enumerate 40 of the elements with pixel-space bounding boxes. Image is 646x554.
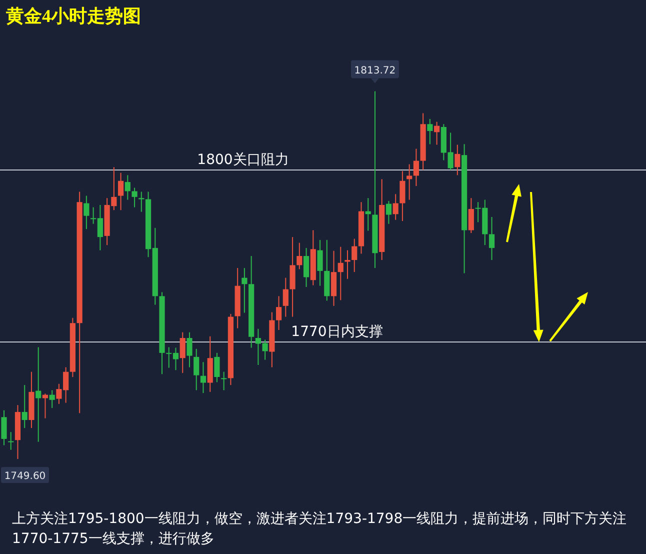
ref-line-label: 1770日内支撑: [291, 324, 383, 340]
candlestick: [276, 296, 282, 330]
candlestick: [338, 246, 344, 301]
ref-line-label: 1800关口阻力: [197, 152, 289, 168]
candlestick: [180, 332, 186, 374]
candlestick: [282, 277, 288, 318]
candlestick: [434, 121, 440, 146]
candlestick: [296, 242, 302, 270]
candlestick: [118, 172, 124, 211]
annotation: 1813.72: [354, 65, 396, 76]
candlestick: [194, 348, 200, 391]
candlestick: [242, 268, 248, 314]
candlestick: [454, 144, 460, 176]
candlestick: [344, 250, 350, 280]
candlestick: [413, 148, 419, 187]
candlestick: [200, 362, 206, 394]
candlestick: [132, 187, 138, 208]
candlestick: [352, 238, 358, 273]
candlestick: [214, 352, 220, 383]
chart-title: 黄金4小时走势图: [6, 5, 141, 28]
text: 1749.60: [4, 471, 46, 482]
candlestick: [468, 198, 474, 234]
candlestick: [317, 239, 323, 286]
candlestick: [186, 332, 192, 368]
candlestick: [124, 174, 130, 200]
candlestick: [488, 216, 495, 261]
candlestick: [84, 195, 90, 230]
candlestick: [427, 118, 433, 145]
candlestick: [8, 432, 14, 450]
candlestick: [221, 371, 227, 391]
candlestick: [1, 410, 7, 446]
text: 上方关注1795-1800一线阻力，做空，激进者关注1793-1798一线阻力，提前进场，同时下方关注1770-1775一线支撑，进行做多: [12, 510, 628, 549]
candlestick: [400, 170, 406, 222]
candlestick: [49, 390, 55, 408]
candlestick: [22, 384, 28, 429]
candlestick: [392, 194, 398, 220]
candlestick: [386, 200, 392, 224]
candlestick: [36, 346, 42, 442]
candlestick: [303, 247, 310, 288]
candlestick: [406, 164, 412, 200]
